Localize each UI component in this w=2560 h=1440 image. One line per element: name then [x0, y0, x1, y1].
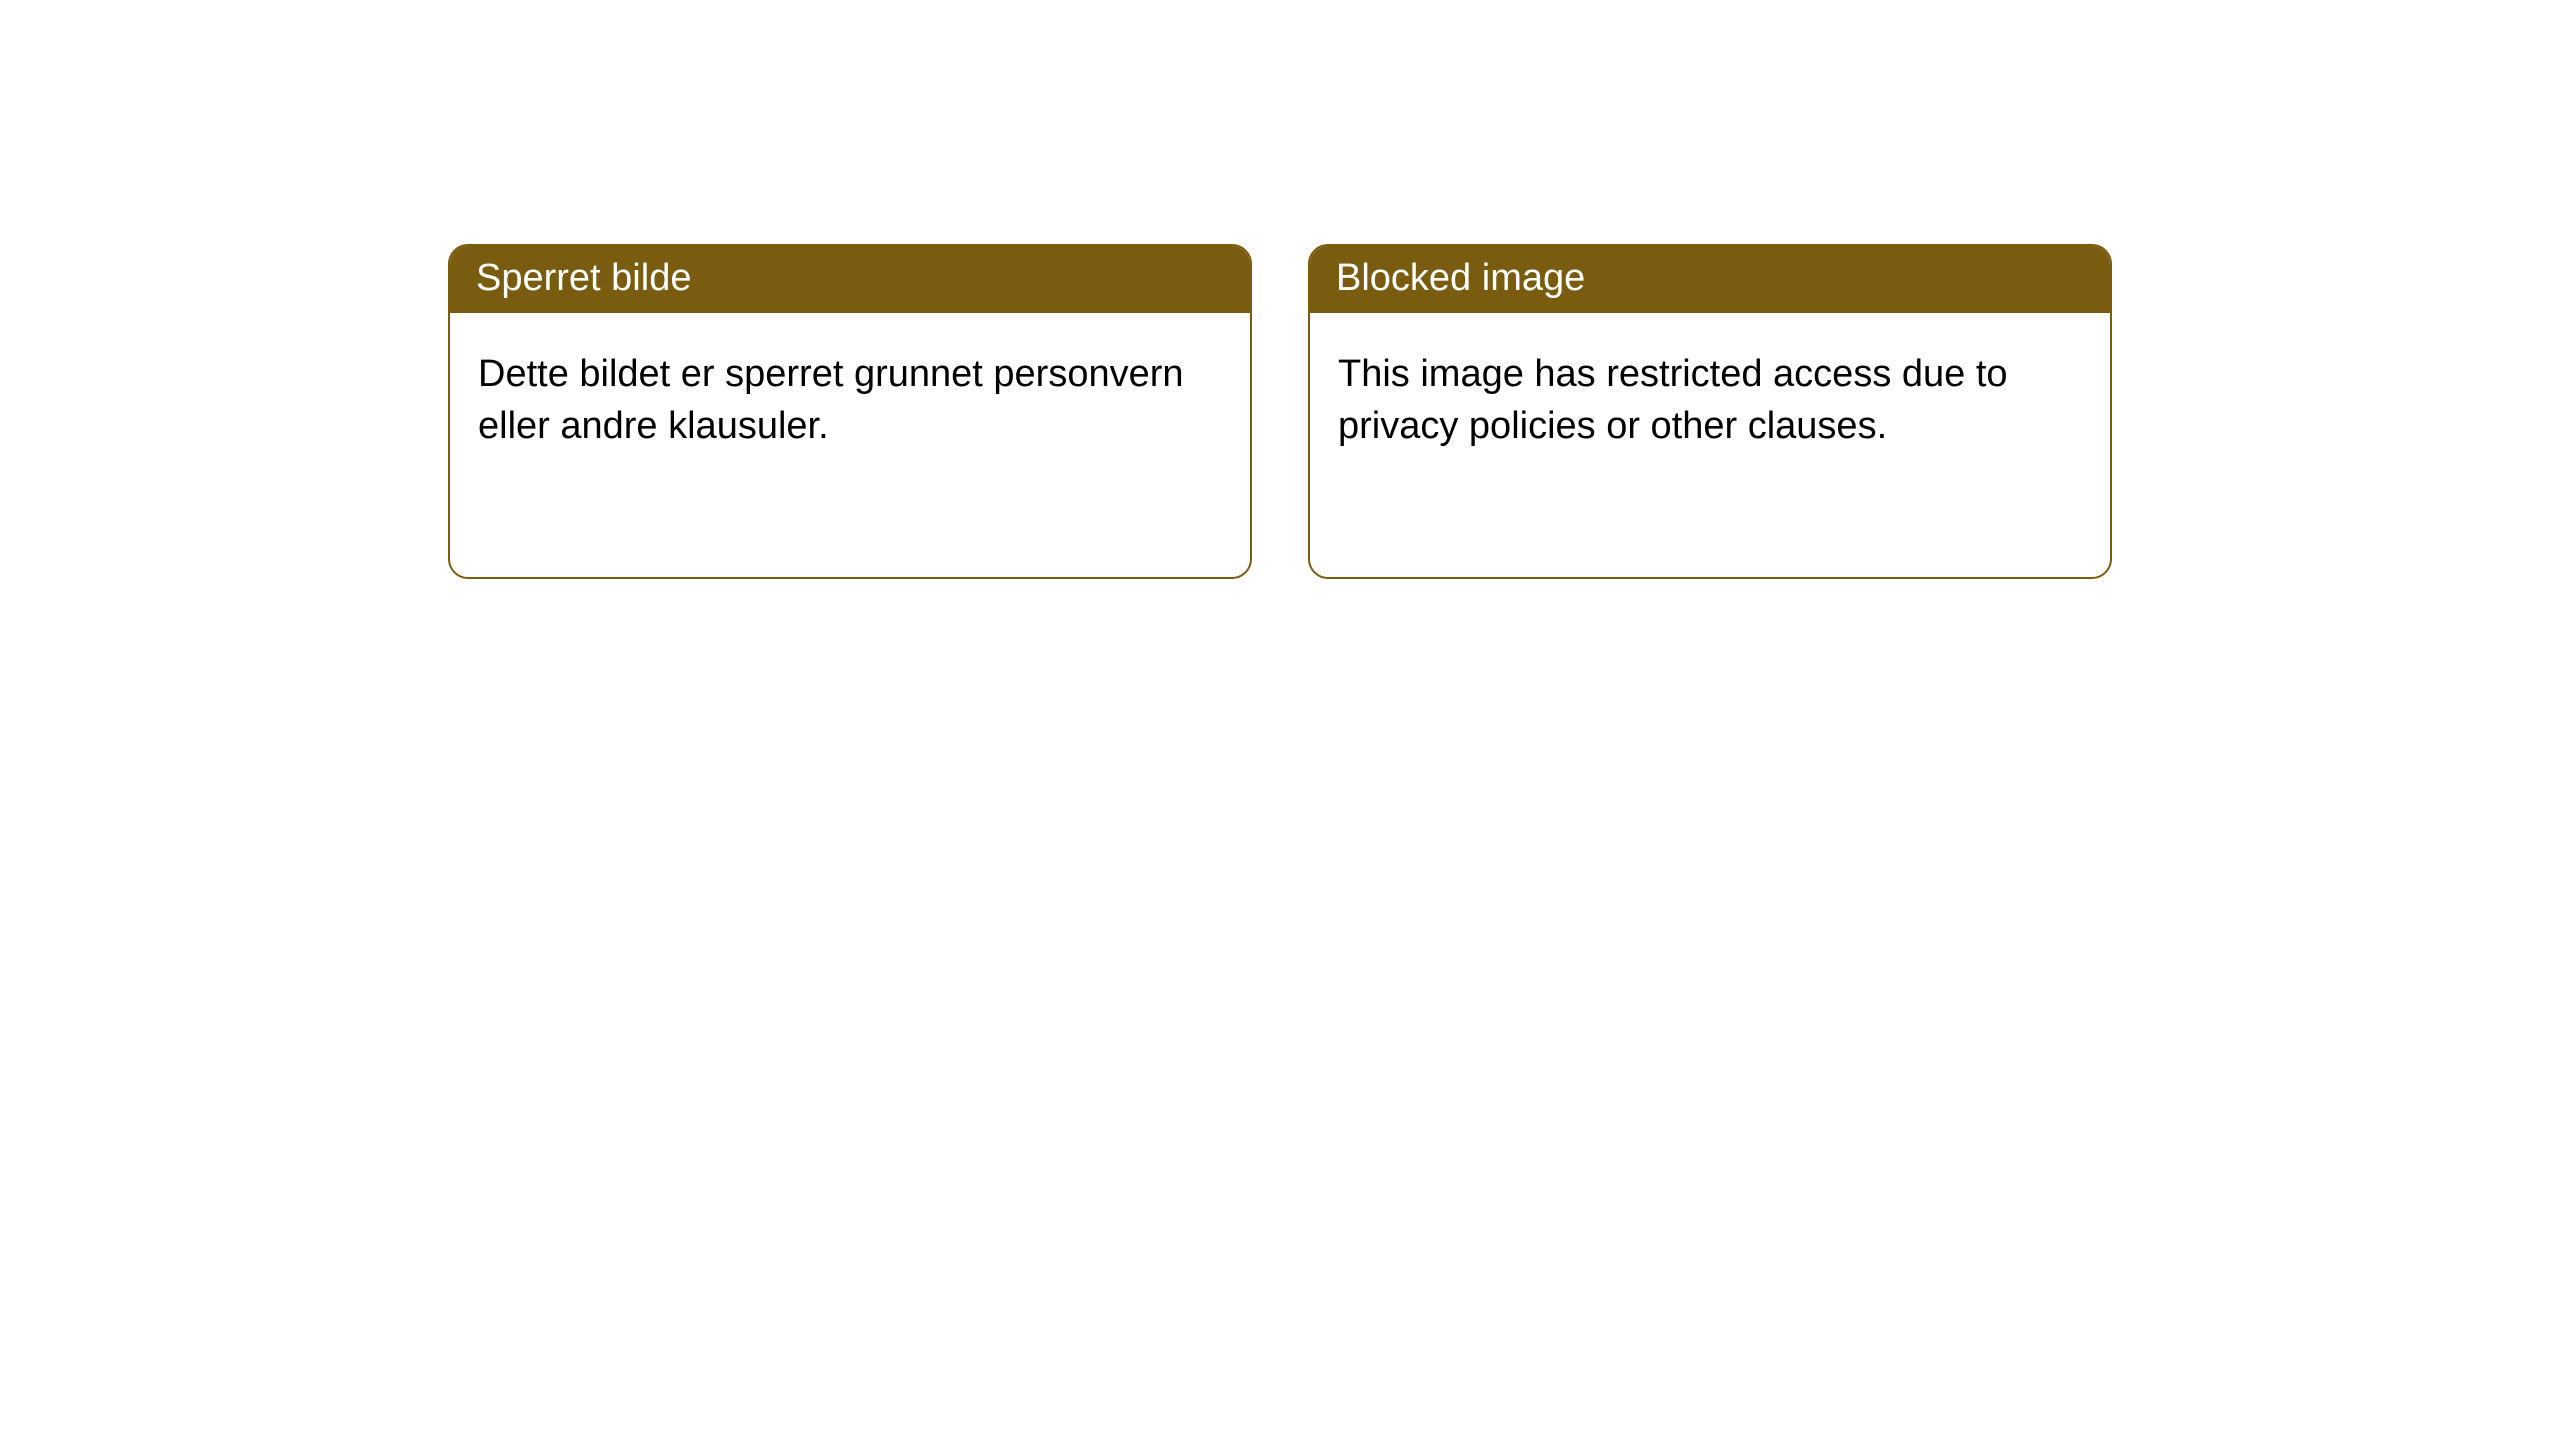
notice-card-norwegian: Sperret bilde Dette bildet er sperret gr…	[448, 244, 1252, 579]
notice-container: Sperret bilde Dette bildet er sperret gr…	[0, 0, 2560, 579]
notice-body-english: This image has restricted access due to …	[1310, 313, 2110, 488]
notice-card-english: Blocked image This image has restricted …	[1308, 244, 2112, 579]
notice-header-norwegian: Sperret bilde	[450, 246, 1250, 313]
notice-body-norwegian: Dette bildet er sperret grunnet personve…	[450, 313, 1250, 488]
notice-header-english: Blocked image	[1310, 246, 2110, 313]
